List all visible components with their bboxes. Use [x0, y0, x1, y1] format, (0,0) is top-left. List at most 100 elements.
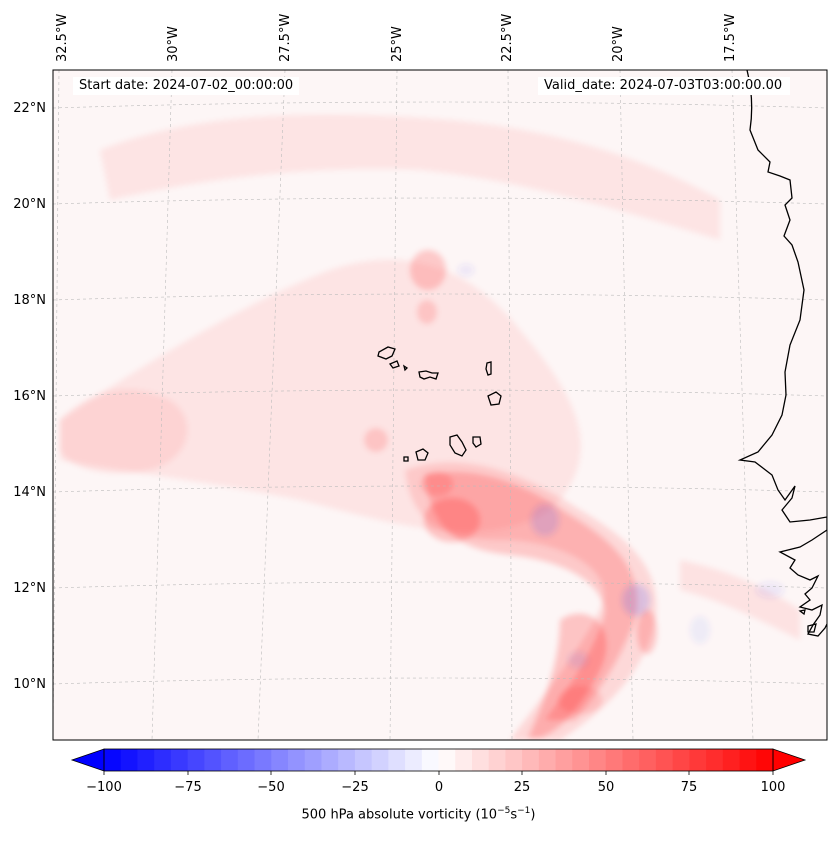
- colorbar-cell: [187, 749, 205, 771]
- colorbar-cell: [589, 749, 607, 771]
- colorbar-cell: [321, 749, 339, 771]
- lon-tick-label: 32.5°W: [55, 14, 70, 62]
- colorbar-cell: [371, 749, 389, 771]
- colorbar: −100 −75 −50 −25 0 25 50 75 100: [70, 748, 807, 795]
- lat-tick-label: 16°N: [13, 389, 46, 404]
- gridline-lon-22_5: [507, 70, 513, 740]
- colorbar-label: 500 hPa absolute vorticity (10−5s−1): [0, 806, 837, 822]
- colorbar-cell: [622, 749, 640, 771]
- colorbar-cell: [271, 749, 289, 771]
- colorbar-cell: [304, 749, 323, 771]
- colorbar-cell: [739, 749, 757, 771]
- lat-tick-labels: 22°N 20°N 18°N 16°N 14°N 12°N 10°N: [13, 101, 46, 692]
- colorbar-cell: [455, 749, 473, 771]
- colorbar-cell: [388, 749, 406, 771]
- gridlines: [53, 70, 827, 740]
- vorticity-max-g: [558, 686, 602, 714]
- lon-tick-label: 17.5°W: [723, 14, 738, 62]
- colorbar-cell: [170, 749, 189, 771]
- lat-tick-label: 20°N: [13, 197, 46, 212]
- vorticity-band-west: [60, 389, 188, 474]
- vorticity-max-a: [424, 498, 480, 542]
- lat-tick-label: 10°N: [13, 677, 46, 692]
- gridline-lat-16: [53, 389, 827, 397]
- lon-tick-labels: 32.5°W 30°W 27.5°W 25°W 22.5°W 20°W 17.5…: [55, 14, 738, 62]
- vorticity-min-f: [690, 616, 710, 644]
- vorticity-min-e: [756, 582, 784, 598]
- gridline-lon-27_5: [257, 70, 286, 740]
- colorbar-cell: [572, 749, 590, 771]
- vorticity-max-f: [637, 610, 657, 654]
- colorbar-tick-labels: −100 −75 −50 −25 0 25 50 75 100: [86, 780, 785, 795]
- lat-tick-label: 22°N: [13, 101, 46, 116]
- colorbar-cell: [137, 749, 155, 771]
- colorbar-cell: [221, 749, 239, 771]
- island-brava: [403, 456, 409, 462]
- colorbar-cell: [655, 749, 674, 771]
- vorticity-negative-bands: [458, 264, 784, 668]
- gridline-lon-17_5: [731, 70, 754, 740]
- colorbar-cell: [555, 749, 573, 771]
- colorbar-cell: [438, 749, 456, 771]
- island-fogo: [415, 448, 429, 461]
- island-maio: [472, 436, 482, 448]
- colorbar-cell: [287, 749, 306, 771]
- lon-tick-label: 22.5°W: [500, 14, 515, 62]
- colorbar-outline: [103, 748, 774, 772]
- colorbar-cell: [538, 749, 557, 771]
- colorbar-tick-label: −50: [257, 780, 284, 795]
- vorticity-band-coast: [680, 560, 800, 640]
- map-area: [52, 69, 828, 741]
- colorbar-tick-label: −100: [86, 780, 122, 795]
- vorticity-band-main-inner: [425, 471, 638, 720]
- colorbar-cell: [471, 749, 490, 771]
- colorbar-tick-label: 75: [681, 780, 698, 795]
- island-sao-vicente: [388, 360, 400, 369]
- colorbar-cell: [689, 749, 707, 771]
- lon-tick-label: 25°W: [390, 26, 405, 62]
- colorbar-cell: [254, 749, 272, 771]
- vorticity-min-a: [531, 504, 559, 536]
- vorticity-max-e: [364, 428, 388, 452]
- gridline-lat-14: [53, 485, 827, 493]
- gridline-lat-10: [53, 677, 827, 685]
- colorbar-tick-label: 25: [514, 780, 531, 795]
- colorbar-label-exp1: −5: [497, 806, 511, 816]
- map-frame: [52, 69, 828, 741]
- colorbar-cell: [672, 749, 690, 771]
- lat-tick-label: 12°N: [13, 581, 46, 596]
- colorbar-label-exp2: −1: [517, 806, 531, 816]
- colorbar-cell: [421, 749, 440, 771]
- gridline-lat-18: [53, 293, 827, 301]
- lon-tick-label: 27.5°W: [278, 14, 293, 62]
- colorbar-tick-label: 0: [435, 780, 443, 795]
- colorbar-cell: [639, 749, 657, 771]
- colorbar-extend-min: [70, 748, 105, 772]
- gridline-lat-22: [53, 101, 827, 109]
- colorbar-cell: [706, 749, 724, 771]
- vorticity-max-b: [421, 472, 453, 496]
- colorbar-cell: [505, 749, 523, 771]
- colorbar-cell: [605, 749, 624, 771]
- colorbar-tick-label: 50: [598, 780, 615, 795]
- colorbar-tick-label: −25: [341, 780, 368, 795]
- colorbar-cell: [204, 749, 222, 771]
- vorticity-min-c: [568, 652, 588, 668]
- colorbar-cell: [405, 749, 423, 771]
- gridline-lon-30: [151, 70, 173, 740]
- lat-tick-label: 14°N: [13, 485, 46, 500]
- vorticity-band-north: [100, 114, 720, 240]
- gridline-lon-25: [389, 70, 398, 740]
- valid-date-annotation: Valid_date: 2024-07-03T03:00:00.00: [538, 77, 791, 95]
- gridline-lat-12: [53, 581, 827, 589]
- vorticity-streak-south: [528, 613, 607, 738]
- start-date-annotation: Start date: 2024-07-02_00:00:00: [73, 77, 300, 95]
- coastlines: [377, 70, 827, 637]
- colorbar-cell: [488, 749, 507, 771]
- island-bijagos-b: [807, 623, 817, 633]
- colorbar-ticks: [103, 771, 774, 775]
- island-santo-antao: [377, 346, 396, 360]
- colorbar-cell: [722, 749, 741, 771]
- island-santa-luzia: [402, 364, 409, 372]
